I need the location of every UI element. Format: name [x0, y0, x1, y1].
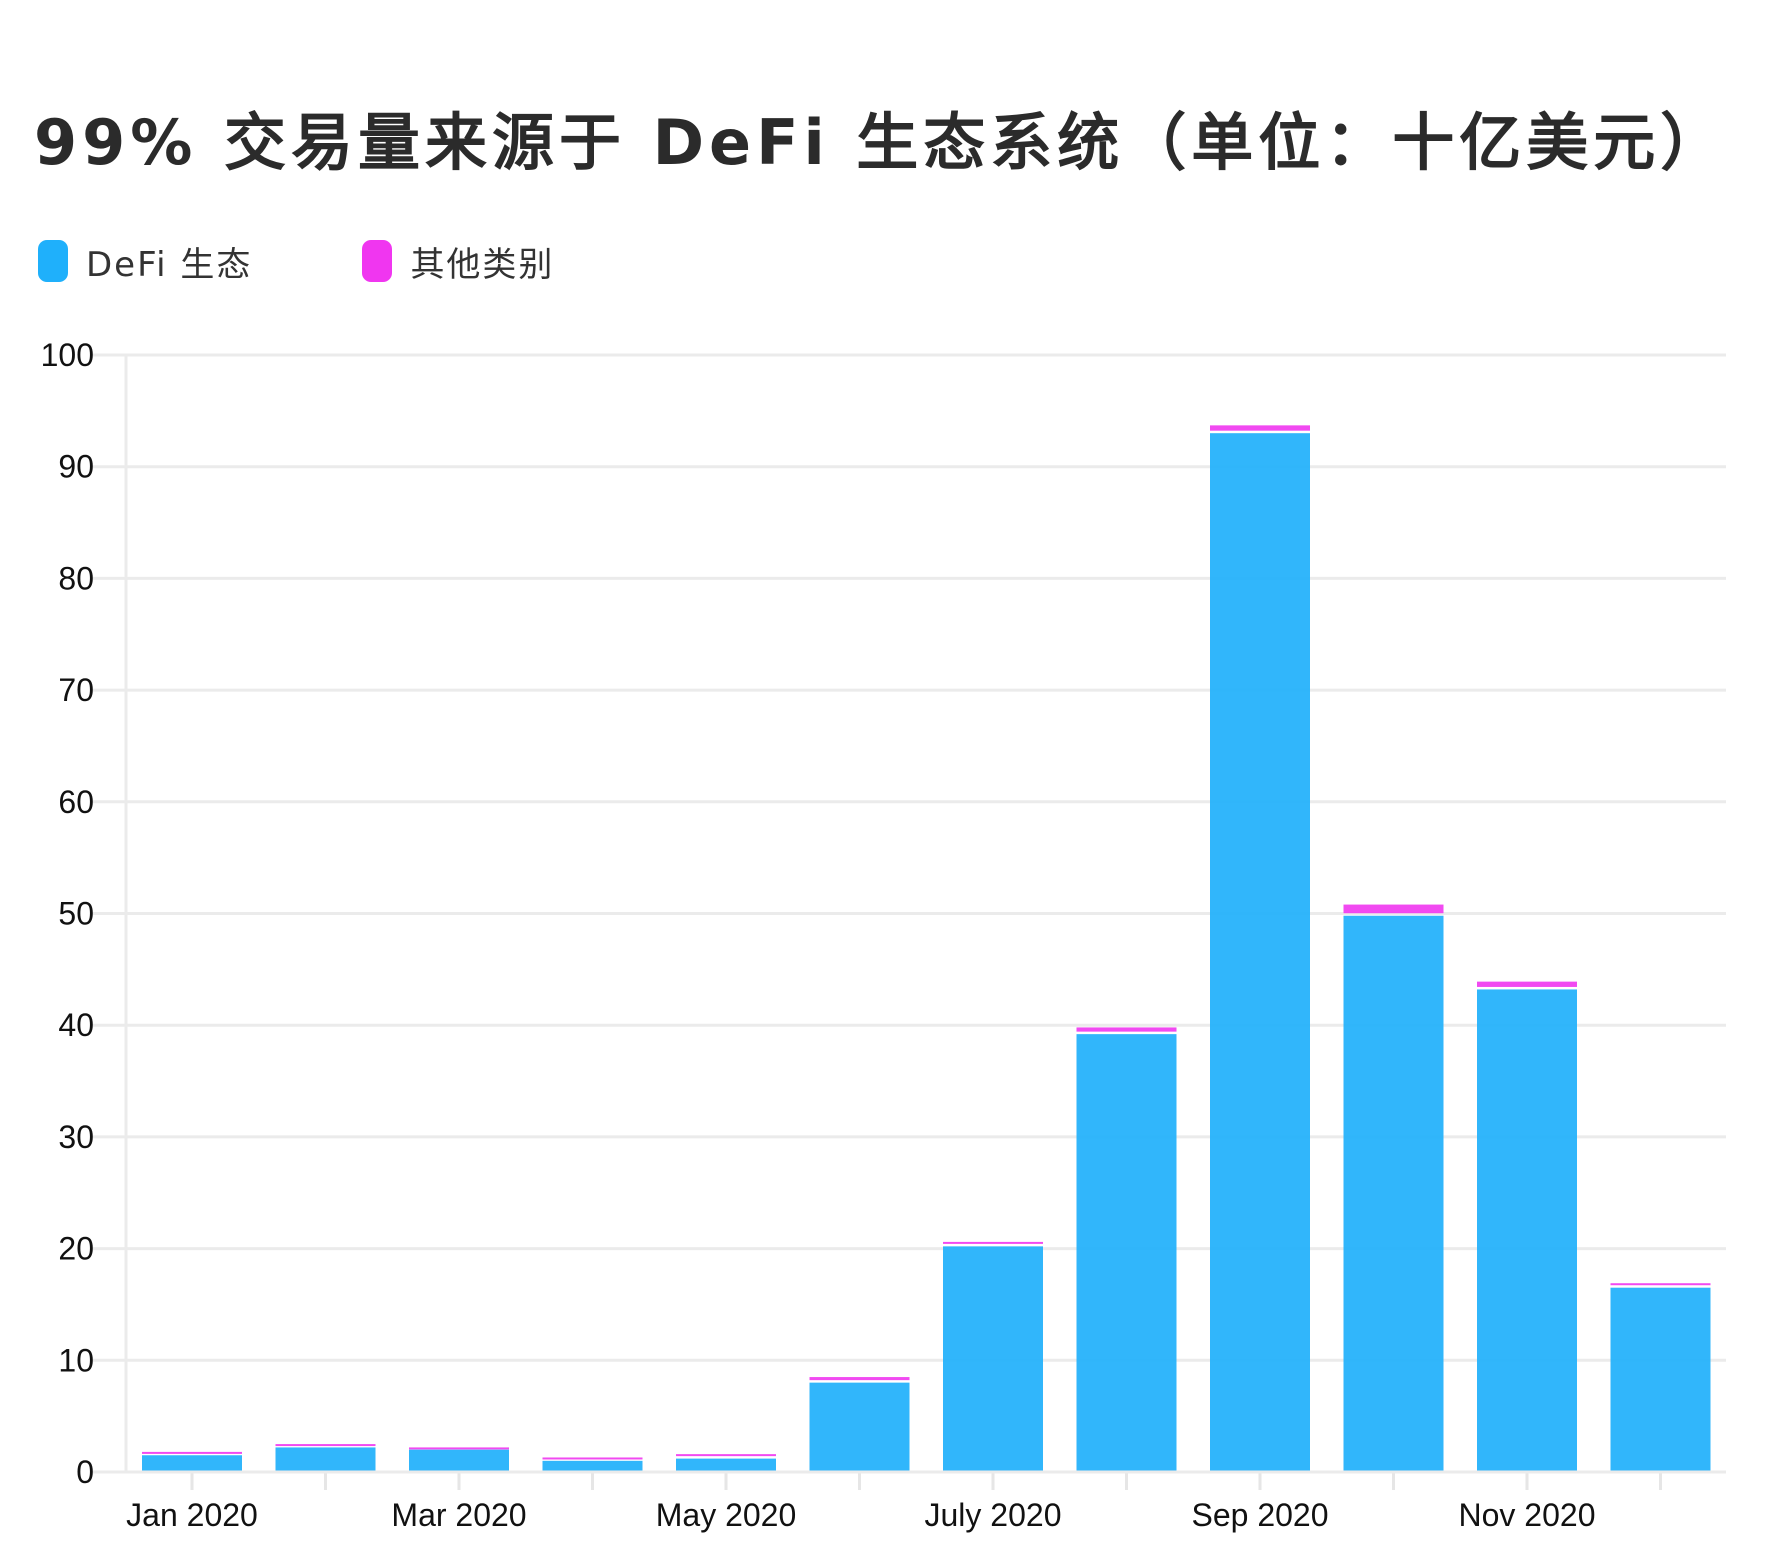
bar-defi: [542, 1460, 643, 1472]
bar-defi: [943, 1246, 1043, 1472]
bar-defi: [1477, 989, 1577, 1472]
y-tick-label: 50: [58, 896, 94, 932]
bar-defi: [809, 1382, 910, 1472]
legend: DeFi 生态 其他类别: [38, 236, 664, 286]
bar-defi: [1343, 915, 1444, 1472]
x-tick-label: July 2020: [925, 1497, 1062, 1533]
y-tick-label: 20: [58, 1231, 94, 1267]
chart-title: 99% 交易量来源于 DeFi 生态系统（单位：十亿美元）: [34, 106, 1728, 179]
y-tick-label: 10: [58, 1342, 94, 1378]
y-tick-label: 60: [58, 784, 94, 820]
y-tick-label: 70: [58, 672, 94, 708]
legend-swatch-other: [362, 240, 393, 282]
bar-other: [275, 1444, 376, 1447]
x-tick-label: Nov 2020: [1459, 1497, 1596, 1533]
bar-other: [1343, 904, 1444, 914]
bar-defi: [1076, 1034, 1177, 1472]
legend-label-other: 其他类别: [410, 244, 555, 285]
legend-label-defi: DeFi 生态: [86, 244, 253, 285]
bar-defi: [275, 1447, 376, 1472]
bar-defi: [409, 1449, 509, 1472]
y-tick-label: 100: [41, 337, 94, 373]
bar-other: [1477, 981, 1577, 987]
legend-item-defi[interactable]: DeFi 生态: [38, 237, 252, 286]
x-tick-label: Mar 2020: [391, 1497, 526, 1533]
bar-other: [1610, 1283, 1711, 1286]
bar-other: [142, 1451, 242, 1454]
bar-other: [1210, 425, 1310, 431]
y-tick-label: 30: [58, 1119, 94, 1155]
x-tick-label: Sep 2020: [1191, 1497, 1328, 1533]
bar-other: [409, 1447, 509, 1450]
bar-defi: [1610, 1287, 1711, 1472]
bar-defi: [676, 1458, 776, 1472]
x-tick-label: May 2020: [656, 1497, 797, 1533]
y-tick-label: 80: [58, 560, 94, 596]
x-tick-label: Jan 2020: [126, 1497, 258, 1533]
y-tick-label: 90: [58, 449, 94, 485]
bar-other: [542, 1457, 643, 1460]
bar-other: [1076, 1027, 1177, 1032]
bar-other: [676, 1454, 776, 1457]
bar-other: [943, 1241, 1043, 1244]
legend-swatch-defi: [38, 240, 68, 282]
y-tick-label: 40: [58, 1007, 94, 1043]
legend-item-other[interactable]: 其他类别: [362, 237, 554, 286]
bar-defi: [142, 1455, 242, 1472]
bar-other: [809, 1377, 910, 1381]
bar-defi: [1210, 433, 1310, 1473]
y-tick-label: 0: [76, 1454, 94, 1490]
